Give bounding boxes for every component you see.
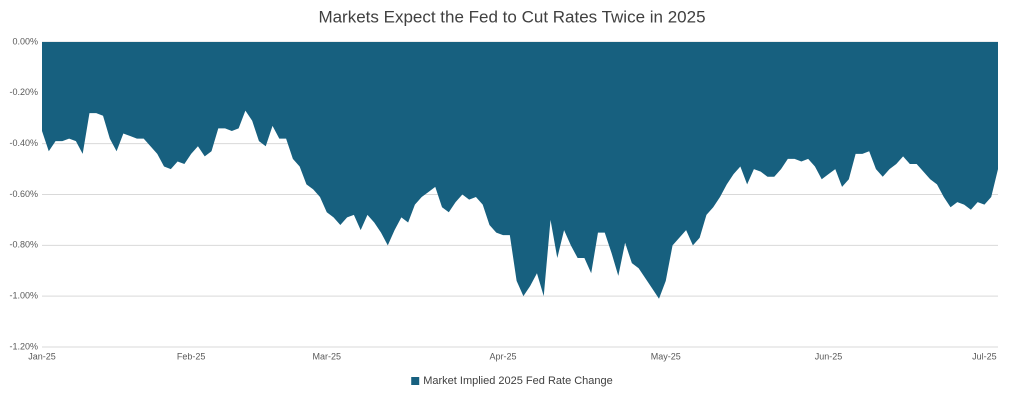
chart-title: Markets Expect the Fed to Cut Rates Twic… [318, 7, 705, 26]
x-tick-label: Apr-25 [490, 351, 517, 361]
x-tick-label: Feb-25 [177, 351, 206, 361]
x-tick-label: Mar-25 [313, 351, 342, 361]
y-tick-label: -1.20% [9, 341, 38, 351]
y-tick-label: -0.60% [9, 189, 38, 199]
y-tick-label: -1.00% [9, 291, 38, 301]
x-tick-label: Jul-25 [972, 351, 997, 361]
y-tick-label: 0.00% [12, 36, 38, 46]
x-tick-label: Jun-25 [815, 351, 843, 361]
y-tick-label: -0.20% [9, 87, 38, 97]
legend-label: Market Implied 2025 Fed Rate Change [423, 375, 613, 387]
y-tick-label: -0.40% [9, 138, 38, 148]
y-tick-label: -0.80% [9, 240, 38, 250]
legend-swatch [411, 377, 420, 385]
x-tick-label: Jan-25 [28, 351, 56, 361]
x-tick-label: May-25 [651, 351, 681, 361]
area [42, 42, 998, 299]
